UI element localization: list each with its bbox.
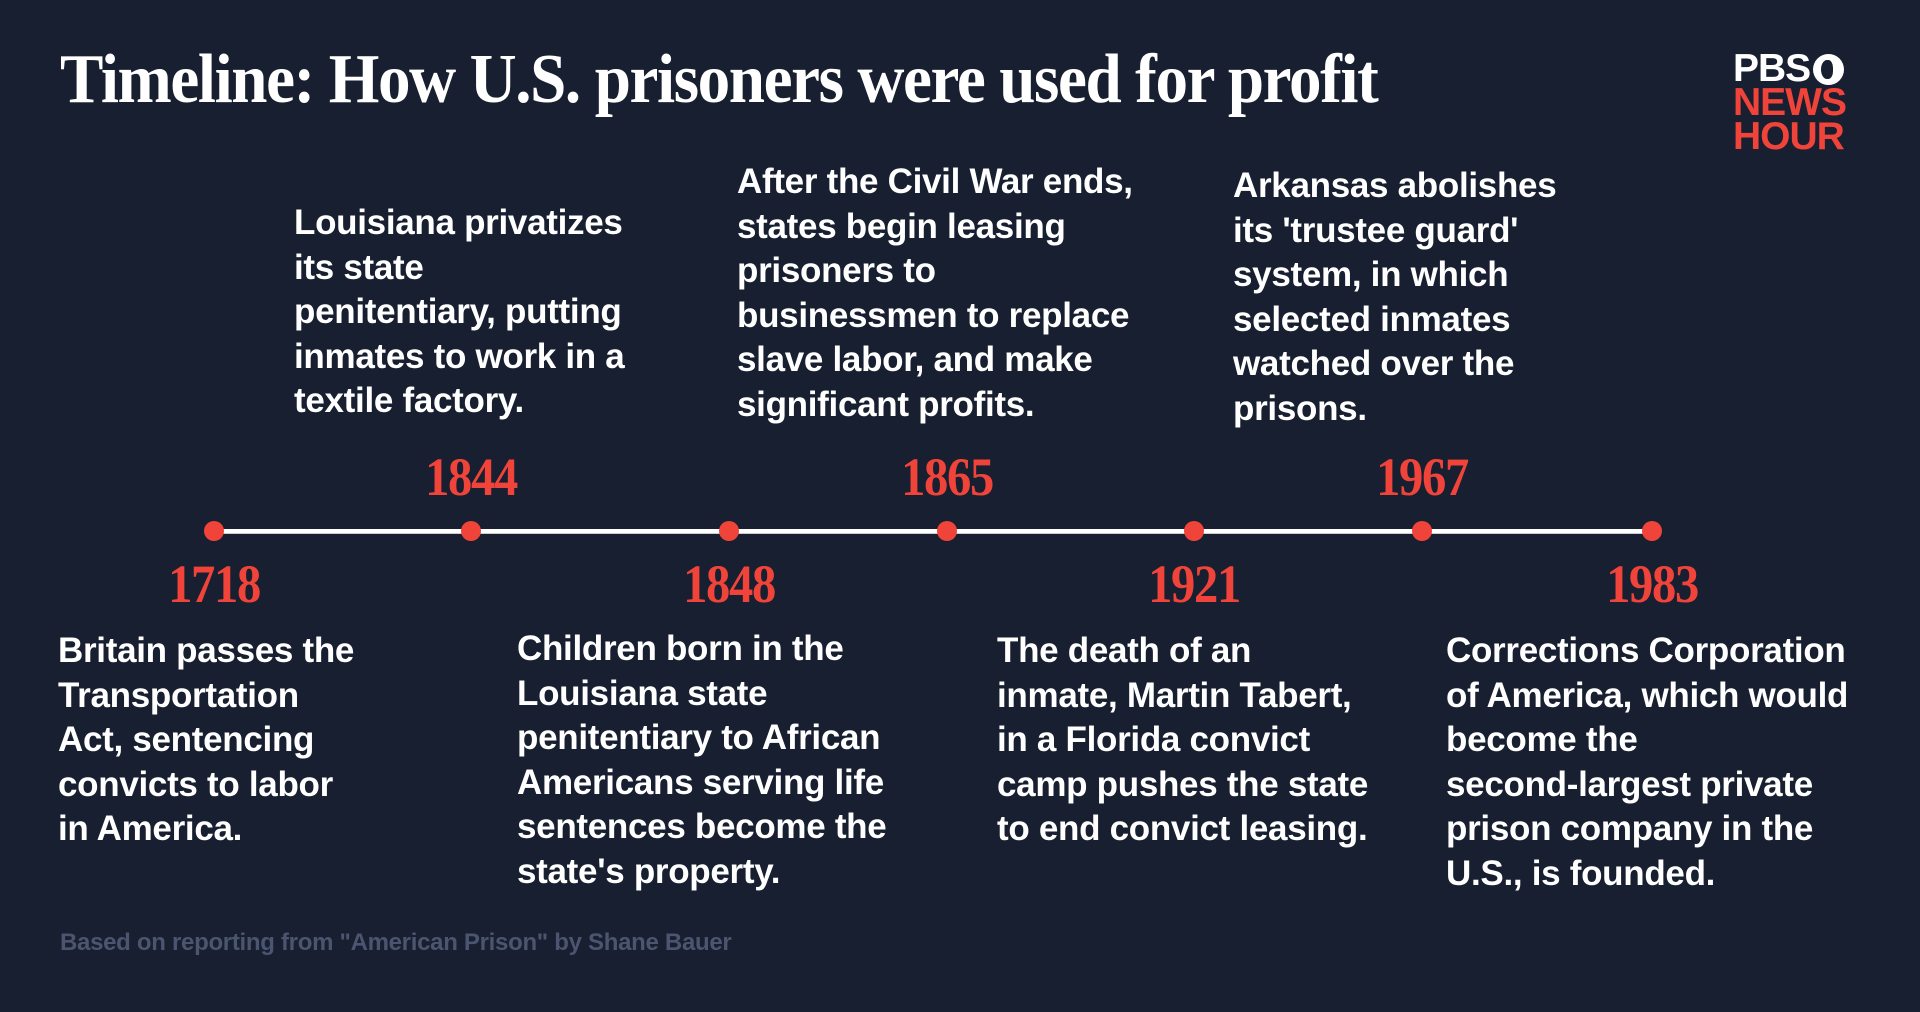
timeline-dot-1848: [719, 521, 739, 541]
timeline-dot-1921: [1184, 521, 1204, 541]
year-label-1967: 1967: [1376, 447, 1469, 507]
year-label-1844: 1844: [425, 447, 518, 507]
logo-hour-text: HOUR: [1733, 115, 1845, 158]
event-description-1844: Louisiana privatizes its state penitenti…: [294, 203, 625, 420]
event-description-1848: Children born in the Louisiana state pen…: [517, 629, 887, 891]
timeline-dot-1844: [461, 521, 481, 541]
source-footnote: Based on reporting from "American Prison…: [60, 929, 732, 956]
year-label-1848: 1848: [683, 554, 776, 614]
year-label-1718: 1718: [168, 554, 261, 614]
timeline-line: [214, 529, 1652, 534]
logo-pbs-text: PBS: [1733, 47, 1811, 90]
event-description-1967: Arkansas abolishes its 'trustee guard' s…: [1233, 166, 1557, 428]
logo-pbs-row: PBS: [1733, 47, 1846, 90]
year-label-1921: 1921: [1148, 554, 1241, 614]
event-description-1983: Corrections Corporation of America, whic…: [1446, 631, 1849, 893]
event-description-1921: The death of an inmate, Martin Tabert, i…: [997, 631, 1369, 848]
timeline-dot-1967: [1412, 521, 1432, 541]
event-description-1865: After the Civil War ends, states begin l…: [737, 162, 1133, 424]
pbs-head-icon: [1813, 53, 1845, 85]
timeline-dot-1865: [937, 521, 957, 541]
timeline-dot-1718: [204, 521, 224, 541]
event-description-1718: Britain passes the Transportation Act, s…: [58, 631, 355, 848]
year-label-1865: 1865: [901, 447, 994, 507]
year-label-1983: 1983: [1606, 554, 1699, 614]
page-title: Timeline: How U.S. prisoners were used f…: [60, 41, 1379, 118]
timeline-dot-1983: [1642, 521, 1662, 541]
pbs-newshour-logo: PBS NEWS HOUR: [1733, 47, 1847, 158]
logo-news-text: NEWS: [1733, 81, 1847, 124]
